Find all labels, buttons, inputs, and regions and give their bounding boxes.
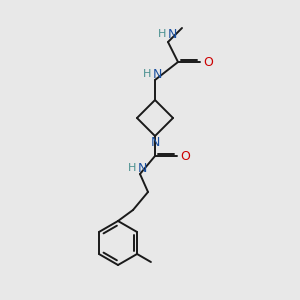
Text: H: H <box>158 29 166 39</box>
Text: N: N <box>137 161 147 175</box>
Text: N: N <box>150 136 160 149</box>
Text: H: H <box>143 69 151 79</box>
Text: N: N <box>167 28 177 40</box>
Text: O: O <box>203 56 213 68</box>
Text: O: O <box>180 149 190 163</box>
Text: N: N <box>152 68 162 80</box>
Text: H: H <box>128 163 136 173</box>
